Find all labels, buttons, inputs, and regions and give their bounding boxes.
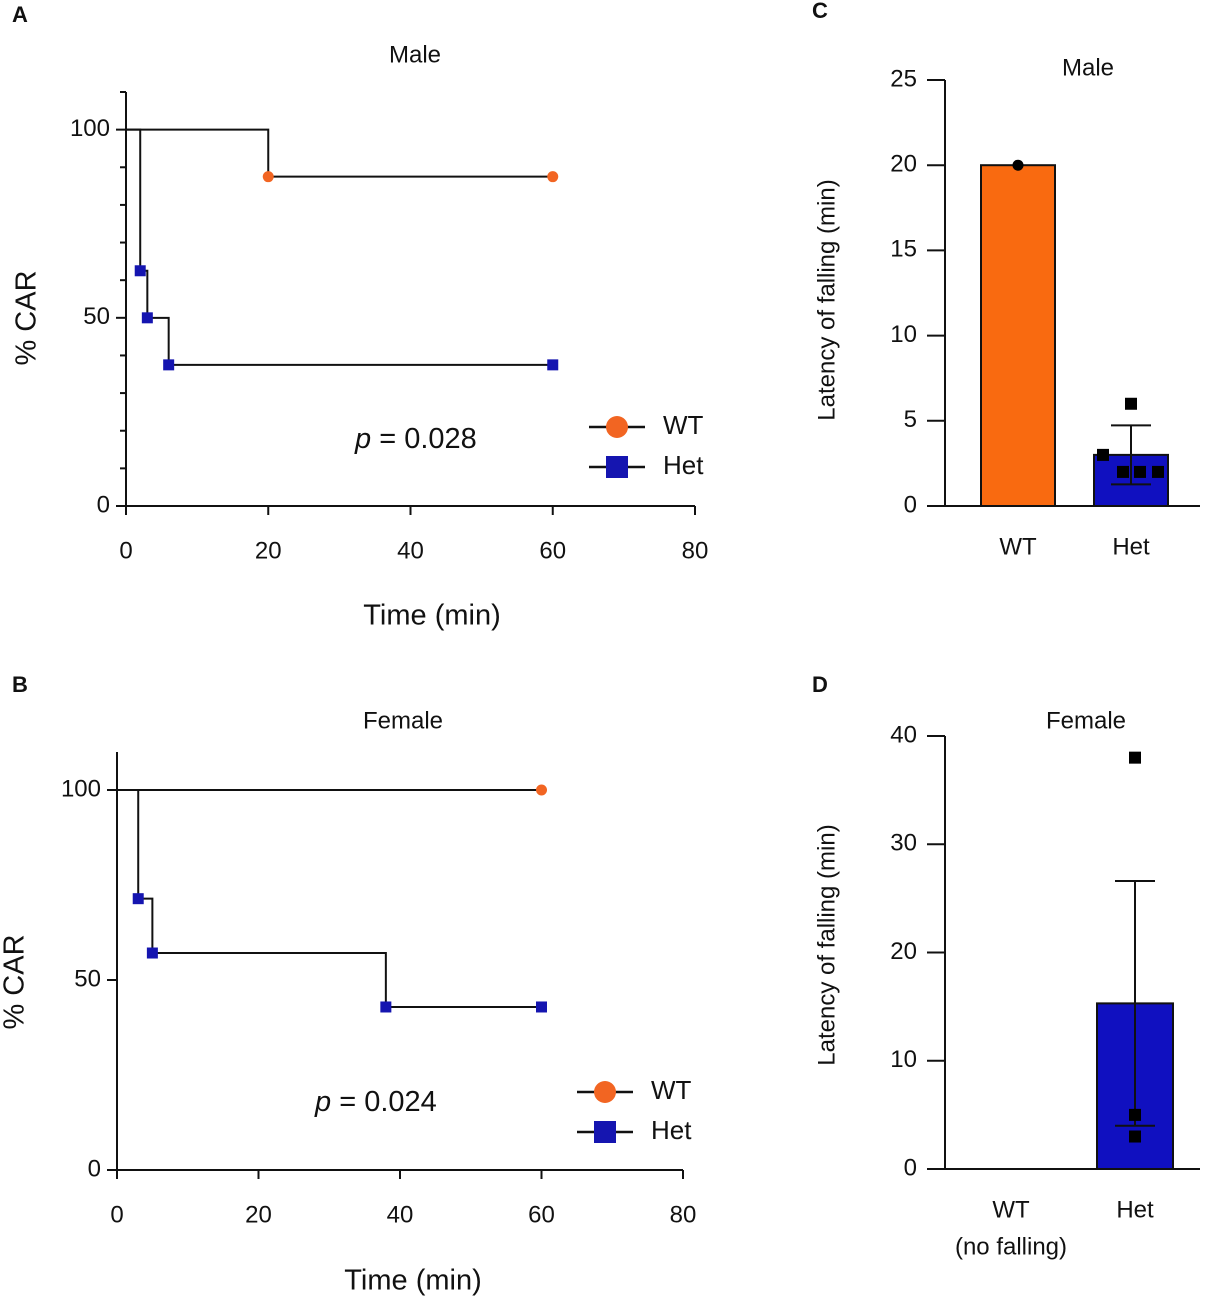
data-point: [1129, 1108, 1141, 1121]
chart-title: Female: [363, 707, 443, 734]
y-axis-label: % CAR: [0, 934, 31, 1029]
y-tick-label: 25: [890, 65, 917, 92]
event-marker: [536, 784, 547, 796]
data-point: [1117, 465, 1129, 478]
chart-title: Female: [1046, 707, 1126, 734]
event-marker: [141, 312, 153, 324]
y-tick-label: 5: [904, 406, 917, 433]
event-marker: [547, 359, 559, 371]
y-axis-label: Latency of falling (min): [813, 179, 840, 420]
survival-line: [117, 789, 542, 1008]
y-tick-label: 100: [70, 115, 110, 142]
x-tick-label: Het: [1112, 533, 1150, 560]
p-number: = 0.028: [379, 423, 477, 455]
x-tick-label: 0: [119, 537, 132, 564]
legend-marker: [606, 456, 628, 478]
y-tick-label: 0: [88, 1155, 101, 1182]
event-marker: [536, 1001, 547, 1013]
y-tick-label: 20: [890, 151, 917, 178]
y-tick-label: 10: [890, 321, 917, 348]
data-point: [1129, 751, 1141, 764]
y-tick-label: 20: [890, 938, 917, 965]
legend-marker: [594, 1121, 616, 1143]
data-point: [1125, 397, 1137, 410]
x-tick-label: WT: [992, 1196, 1030, 1223]
legend-label: Het: [651, 1115, 692, 1145]
x-axis-label: Time (min): [344, 1265, 481, 1297]
p-symbol: p: [314, 1086, 331, 1118]
y-tick-label: 50: [74, 965, 101, 992]
y-tick-label: 10: [890, 1046, 917, 1073]
event-marker: [262, 171, 274, 183]
event-marker: [547, 171, 559, 183]
event-marker: [132, 893, 144, 905]
x-tick-label: 80: [682, 537, 709, 564]
legend-marker: [594, 1081, 616, 1103]
x-tick-label: 60: [528, 1201, 555, 1228]
x-tick-label: 80: [670, 1201, 697, 1228]
event-marker: [134, 265, 146, 277]
panel-letter: C: [812, 0, 828, 23]
data-point: [1129, 1130, 1141, 1143]
data-point: [1097, 448, 1109, 461]
panel-letter: A: [12, 2, 28, 27]
legend-label: WT: [651, 1075, 692, 1105]
chart-title: Male: [1062, 54, 1114, 81]
p-value: p = 0.028: [354, 423, 477, 455]
data-point: [1152, 465, 1164, 478]
x-tick-label: 20: [255, 537, 282, 564]
survival-line: [126, 128, 553, 178]
x-tick-label: 60: [539, 537, 566, 564]
x-tick-label: 20: [245, 1201, 272, 1228]
y-tick-label: 15: [890, 236, 917, 263]
x-tick-label: 40: [387, 1201, 414, 1228]
event-marker: [146, 947, 158, 959]
y-tick-label: 50: [83, 303, 110, 330]
y-axis-label: % CAR: [11, 270, 43, 365]
p-number: = 0.024: [339, 1086, 437, 1118]
event-marker: [380, 1001, 392, 1013]
x-tick-label: 40: [397, 537, 424, 564]
y-tick-label: 0: [97, 491, 110, 518]
x-axis-label: Time (min): [363, 600, 500, 632]
y-tick-label: 100: [61, 775, 101, 802]
survival-line: [126, 128, 553, 366]
panel-letter: D: [812, 672, 828, 697]
event-marker: [163, 359, 175, 371]
legend-label: WT: [663, 410, 704, 440]
x-tick-label: Het: [1116, 1196, 1154, 1223]
y-tick-label: 0: [904, 491, 917, 518]
panel-letter: B: [12, 672, 28, 697]
chart-title: Male: [389, 41, 441, 68]
y-tick-label: 40: [890, 721, 917, 748]
legend-marker: [606, 416, 628, 438]
p-value: p = 0.024: [314, 1086, 437, 1118]
y-tick-label: 30: [890, 830, 917, 857]
x-tick-label: WT: [999, 533, 1037, 560]
y-tick-label: 0: [904, 1154, 917, 1181]
x-tick-label: 0: [110, 1201, 123, 1228]
x-tick-sublabel: (no falling): [955, 1233, 1067, 1260]
legend-label: Het: [663, 450, 704, 480]
bar: [980, 164, 1056, 507]
p-symbol: p: [354, 423, 371, 455]
data-point: [1012, 159, 1024, 171]
y-axis-label: Latency of falling (min): [813, 824, 840, 1065]
data-point: [1134, 465, 1146, 478]
